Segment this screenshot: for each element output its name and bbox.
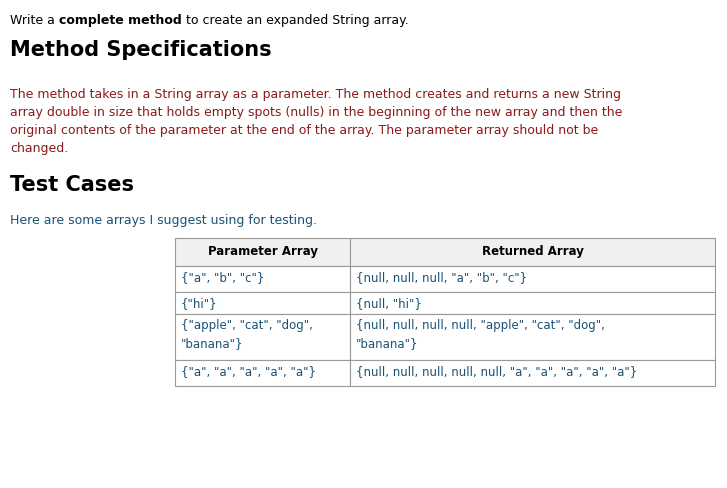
Text: {"hi"}: {"hi"} [181,297,217,310]
Text: array double in size that holds empty spots (nulls) in the beginning of the new : array double in size that holds empty sp… [10,106,622,119]
Bar [350,360,715,386]
Text: original contents of the parameter at the end of the array. The parameter array : original contents of the parameter at th… [10,124,598,137]
Text: {null, "hi"}: {null, "hi"} [356,297,422,310]
Bar [175,314,350,360]
Text: {"apple", "cat", "dog",
"banana"}: {"apple", "cat", "dog", "banana"} [181,319,313,350]
Text: {null, null, null, null, null, "a", "a", "a", "a", "a"}: {null, null, null, null, null, "a", "a",… [356,365,638,378]
Text: The method takes in a String array as a parameter. The method creates and return: The method takes in a String array as a … [10,88,621,101]
Text: Test Cases: Test Cases [10,175,134,195]
Text: complete method: complete method [59,14,182,27]
Bar [350,314,715,360]
Bar [350,238,715,266]
Bar [175,238,350,266]
Text: Returned Array: Returned Array [481,245,584,259]
Text: {"a", "a", "a", "a", "a"}: {"a", "a", "a", "a", "a"} [181,365,316,378]
Text: {"a", "b", "c"}: {"a", "b", "c"} [181,271,265,284]
Bar [350,292,715,314]
Text: Write a: Write a [10,14,59,27]
Text: changed.: changed. [10,142,68,155]
Bar [175,266,350,292]
Text: {null, null, null, null, "apple", "cat", "dog",
"banana"}: {null, null, null, null, "apple", "cat",… [356,319,605,350]
Text: Parameter Array: Parameter Array [207,245,318,259]
Bar [175,360,350,386]
Text: Here are some arrays I suggest using for testing.: Here are some arrays I suggest using for… [10,214,317,227]
Text: to create an expanded String array.: to create an expanded String array. [182,14,409,27]
Bar [175,292,350,314]
Text: {null, null, null, "a", "b", "c"}: {null, null, null, "a", "b", "c"} [356,271,527,284]
Bar [350,266,715,292]
Text: Method Specifications: Method Specifications [10,40,272,60]
